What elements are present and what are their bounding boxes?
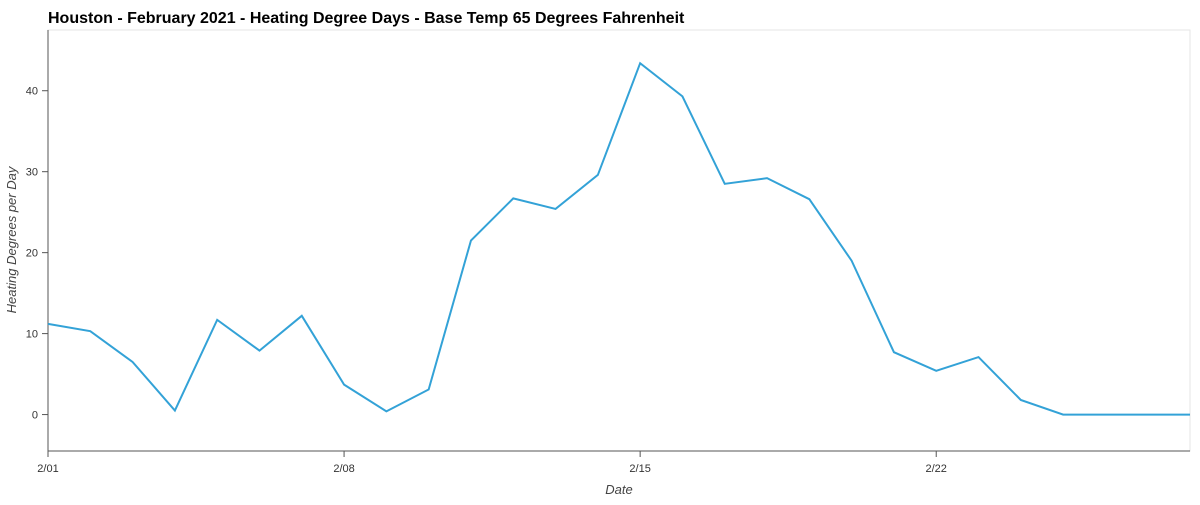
y-tick-label: 10: [26, 329, 38, 341]
y-axis-label: Heating Degrees per Day: [4, 165, 19, 313]
x-axis-ticks: 2/01 2/08 2/15 2/22: [37, 451, 947, 475]
y-tick-label: 30: [26, 167, 38, 179]
y-tick-label: 40: [26, 86, 38, 98]
x-tick-label: 2/08: [333, 463, 354, 475]
x-tick-label: 2/01: [37, 463, 58, 475]
series-line: [47, 61, 1190, 416]
plot-frame: [47, 29, 1191, 452]
series-layer: [47, 61, 1190, 416]
chart-title: Houston - February 2021 - Heating Degree…: [48, 10, 685, 27]
x-tick-label: 2/15: [629, 463, 650, 475]
x-tick-label: 2/22: [926, 463, 947, 475]
y-axis-ticks: 0 10 20 30 40: [26, 86, 48, 422]
y-tick-label: 0: [32, 410, 38, 422]
x-axis-label: Date: [605, 482, 632, 497]
y-tick-label: 20: [26, 248, 38, 260]
